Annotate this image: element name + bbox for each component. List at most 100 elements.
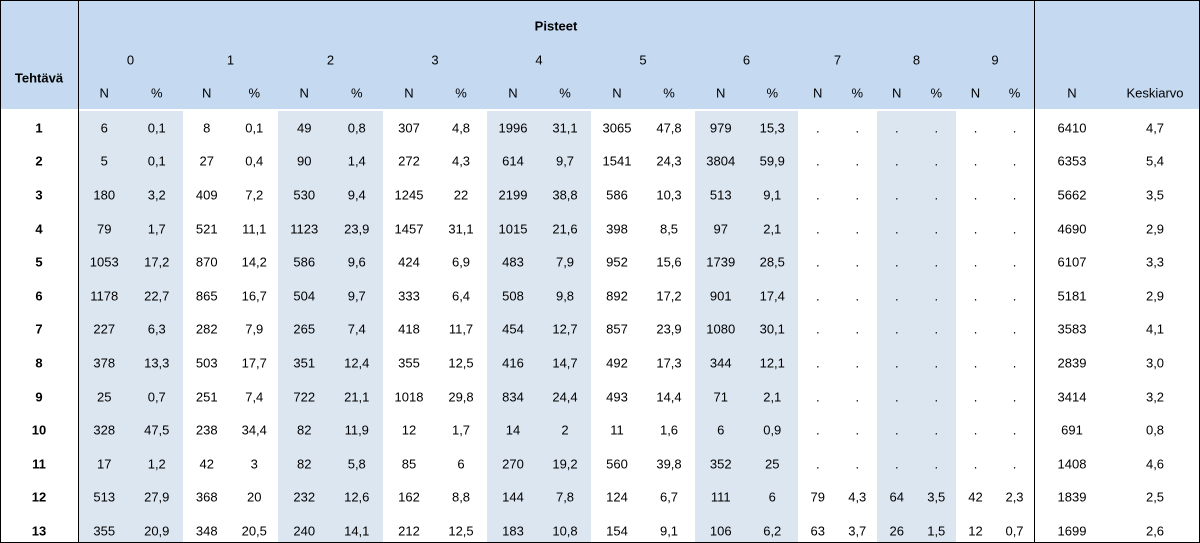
cell: 12,5 xyxy=(448,523,474,539)
cell: 63 xyxy=(810,523,825,539)
sub-header: N xyxy=(404,85,414,101)
cell: 1,4 xyxy=(347,153,366,169)
mean-cell: 2,5 xyxy=(1145,489,1165,505)
cell: . xyxy=(855,355,860,371)
cell: 0,8 xyxy=(347,120,366,136)
mean-cell: 2,9 xyxy=(1145,221,1165,237)
cell: 64 xyxy=(889,489,904,505)
cell: 0,4 xyxy=(245,153,264,169)
header-title: Pisteet xyxy=(534,18,578,34)
cell: 3,2 xyxy=(147,187,166,203)
score-header: 7 xyxy=(833,52,842,68)
cell: . xyxy=(1012,288,1017,304)
score-header: 3 xyxy=(431,52,439,68)
cell: . xyxy=(973,355,978,371)
cell: 355 xyxy=(398,355,420,371)
mean-cell: 5,4 xyxy=(1145,153,1165,169)
cell: 23,9 xyxy=(344,221,370,237)
score-header: 6 xyxy=(742,52,751,68)
cell: . xyxy=(973,221,978,237)
mean-cell: 3,3 xyxy=(1145,254,1165,270)
cell: 530 xyxy=(293,187,316,203)
task-number: 11 xyxy=(32,456,46,472)
cell: 10,3 xyxy=(656,187,682,203)
cell: 282 xyxy=(195,321,218,337)
cell: 12,4 xyxy=(344,355,370,371)
mean-cell: 4,1 xyxy=(1145,321,1165,337)
cell: 0,7 xyxy=(1005,523,1024,539)
column-shade xyxy=(278,111,383,543)
cell: 1245 xyxy=(394,187,424,203)
cell: . xyxy=(855,321,860,337)
task-number: 6 xyxy=(35,288,43,304)
cell: 1,6 xyxy=(659,422,679,438)
cell: 0,1 xyxy=(245,120,264,136)
cell: 0,1 xyxy=(147,153,166,169)
cell: 560 xyxy=(606,456,628,472)
cell: . xyxy=(973,187,978,203)
cell: . xyxy=(894,187,899,203)
cell: 14,1 xyxy=(344,523,370,539)
cell: 492 xyxy=(606,355,628,371)
cell: 12,6 xyxy=(344,489,370,505)
sub-header: N xyxy=(612,85,622,101)
cell: 7,9 xyxy=(245,321,264,337)
border-line xyxy=(1034,0,1035,543)
cell: . xyxy=(815,456,820,472)
cell: 424 xyxy=(398,254,420,270)
mean-cell: 0,8 xyxy=(1145,422,1165,438)
cell: 378 xyxy=(93,355,116,371)
cell: 1123 xyxy=(290,221,319,237)
border-line xyxy=(0,0,1,543)
cell: 47,5 xyxy=(144,422,170,438)
cell: 865 xyxy=(195,288,218,304)
sub-header: N xyxy=(716,85,726,101)
mean-header: Keskiarvo xyxy=(1126,85,1184,101)
cell: . xyxy=(934,456,939,472)
cell: 251 xyxy=(195,389,218,405)
mean-cell: 4,7 xyxy=(1145,120,1165,136)
sub-header: % xyxy=(1008,85,1021,101)
cell: 9,8 xyxy=(555,288,575,304)
cell: . xyxy=(815,389,820,405)
cell: . xyxy=(815,422,820,438)
cell: 3,5 xyxy=(927,489,946,505)
cell: 97 xyxy=(713,221,728,237)
cell: . xyxy=(1012,153,1017,169)
cell: 12,1 xyxy=(759,355,785,371)
cell: 11,1 xyxy=(242,221,267,237)
cell: 79 xyxy=(97,221,112,237)
sub-header: % xyxy=(851,85,864,101)
cell: 0,7 xyxy=(147,389,166,405)
task-number: 13 xyxy=(31,523,47,539)
cell: 25 xyxy=(765,456,780,472)
cell: 42 xyxy=(968,489,983,505)
cell: 15,3 xyxy=(759,120,785,136)
cell: 9,6 xyxy=(347,254,366,270)
cell: 368 xyxy=(195,489,218,505)
cell: 0,9 xyxy=(763,422,782,438)
cell: 30,1 xyxy=(759,321,785,337)
header-bg xyxy=(0,0,1200,109)
cell: 418 xyxy=(398,321,420,337)
cell: . xyxy=(815,221,820,237)
cell: . xyxy=(894,389,899,405)
border-line xyxy=(78,0,79,543)
cell: 1996 xyxy=(498,120,528,136)
cell: . xyxy=(1012,120,1017,136)
score-header: 5 xyxy=(639,52,647,68)
mean-cell: 3,0 xyxy=(1145,355,1165,371)
cell: 6 xyxy=(100,120,108,136)
cell: . xyxy=(855,389,860,405)
cell: . xyxy=(973,321,978,337)
cell: 39,8 xyxy=(656,456,682,472)
cell: 6,3 xyxy=(147,321,166,337)
mean-cell: 2,9 xyxy=(1145,288,1165,304)
cell: 351 xyxy=(293,355,316,371)
cell: . xyxy=(894,321,899,337)
cell: 1,7 xyxy=(147,221,166,237)
sub-header: % xyxy=(350,85,363,101)
total-cell: 2839 xyxy=(1057,355,1087,371)
cell: 344 xyxy=(709,355,732,371)
